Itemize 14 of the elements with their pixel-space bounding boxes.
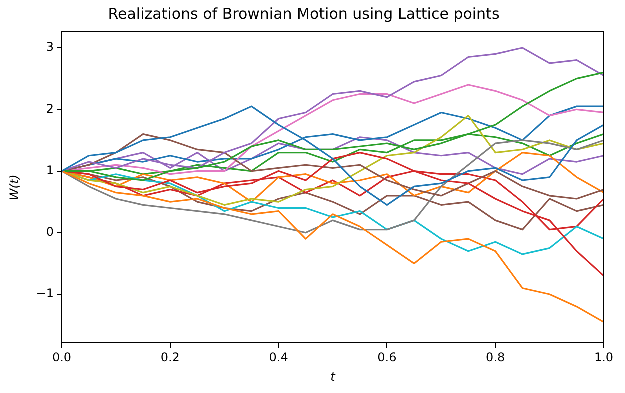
- y-tick-label: −1: [36, 286, 54, 301]
- x-tick-label: 1.0: [594, 350, 614, 365]
- y-tick-label: 0: [46, 225, 54, 240]
- x-tick-label: 0.6: [378, 350, 397, 365]
- y-tick-label: 1: [46, 163, 54, 178]
- x-tick-label: 0.8: [486, 350, 506, 365]
- y-tick-label: 3: [46, 40, 54, 54]
- x-tick-label: 0.0: [52, 350, 72, 365]
- y-axis-title: W(t): [7, 174, 22, 201]
- chart-title: Realizations of Brownian Motion using Lattice points: [108, 4, 500, 23]
- x-tick-label: 0.4: [269, 350, 288, 365]
- x-axis-title: t: [330, 370, 337, 384]
- y-tick-label: 2: [46, 102, 54, 116]
- x-tick-label: 0.2: [160, 350, 180, 365]
